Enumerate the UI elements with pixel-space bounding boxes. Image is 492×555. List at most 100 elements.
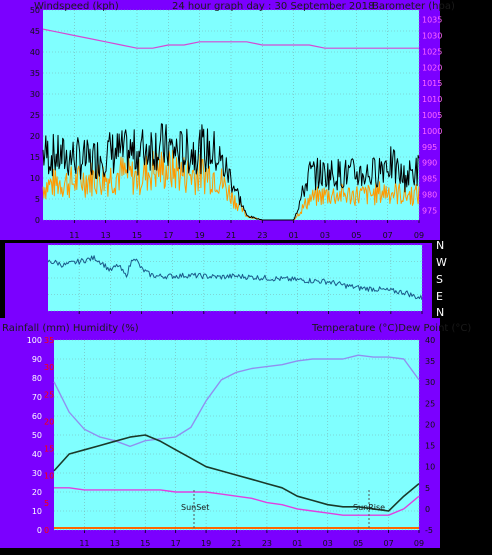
- temp-x-label: 09: [414, 539, 424, 548]
- humidity-y-label: 10: [32, 507, 42, 516]
- dewpoint-line: [54, 487, 420, 516]
- humidity-y-label: 90: [32, 355, 42, 364]
- barometer-y-label: 1015: [422, 79, 442, 88]
- temperature-y-label: 5: [425, 484, 430, 493]
- barometer-y-label: 1025: [422, 47, 442, 56]
- wind-x-label: 21: [226, 231, 236, 240]
- barometer-y-label: 980: [422, 191, 437, 200]
- wind-x-label: 17: [163, 231, 173, 240]
- series-layer: [42, 28, 423, 529]
- rainfall-y-label: 30: [44, 363, 54, 372]
- wind-y-label: 10: [30, 174, 40, 183]
- temp-x-label: 13: [110, 539, 120, 548]
- temperature-y-label: -5: [425, 526, 433, 535]
- humidity-y-label: 70: [32, 393, 42, 402]
- temp-x-label: 07: [383, 539, 393, 548]
- rainfall-y-label: 10: [44, 472, 54, 481]
- temperature-y-label: 30: [425, 378, 435, 387]
- temp-x-label: 01: [292, 539, 302, 548]
- rainfall-y-label: 20: [44, 417, 54, 426]
- barometer-line: [42, 28, 419, 49]
- direction-line: [47, 255, 423, 301]
- rainfall-y-label: 25: [44, 390, 54, 399]
- wind-x-label: 19: [195, 231, 205, 240]
- rainfall-y-label: 5: [44, 499, 49, 508]
- wind-x-label: 01: [289, 231, 299, 240]
- rainfall-y-label: 15: [44, 445, 54, 454]
- wind-y-label: 35: [30, 69, 40, 78]
- rain-humidity-axis-title: Rainfall (mm) Humidity (%): [2, 323, 139, 334]
- humidity-y-label: 100: [27, 336, 42, 345]
- wind-x-label: 09: [414, 231, 424, 240]
- wind-speed-trace: [42, 149, 420, 221]
- barometer-y-label: 1000: [422, 127, 442, 136]
- humidity-y-label: 20: [32, 488, 42, 497]
- temp-x-label: 15: [140, 539, 150, 548]
- rainfall-y-label: 35: [44, 336, 54, 345]
- temperature-y-label: 20: [425, 420, 435, 429]
- barometer-y-label: 1020: [422, 63, 442, 72]
- humidity-y-label: 0: [37, 526, 42, 535]
- tick-layer: 0510152025303540455097598098599099510001…: [27, 6, 443, 548]
- wind-y-label: 0: [35, 216, 40, 225]
- humidity-y-label: 50: [32, 431, 42, 440]
- humidity-y-label: 80: [32, 374, 42, 383]
- humidity-y-label: 30: [32, 469, 42, 478]
- temp-x-label: 03: [323, 539, 333, 548]
- direction-label-n-top: N: [436, 239, 444, 252]
- wind-x-label: 23: [257, 231, 267, 240]
- wind-x-label: 13: [101, 231, 111, 240]
- temp-x-label: 05: [353, 539, 363, 548]
- temp-x-label: 21: [231, 539, 241, 548]
- barometer-y-label: 1005: [422, 111, 442, 120]
- temperature-y-label: 15: [425, 442, 435, 451]
- barometer-y-label: 990: [422, 159, 437, 168]
- temperature-y-label: 25: [425, 399, 435, 408]
- direction-label-n-bottom: N: [436, 306, 444, 319]
- direction-label-s: S: [436, 273, 443, 286]
- barometer-axis-title: Barometer (hpa): [372, 1, 455, 12]
- wind-gust-trace: [42, 123, 420, 221]
- sunrise-label: SunRise: [353, 503, 385, 512]
- barometer-y-label: 975: [422, 206, 437, 215]
- wind-x-label: 03: [320, 231, 330, 240]
- wind-y-label: 20: [30, 132, 40, 141]
- temperature-y-label: 35: [425, 357, 435, 366]
- temp-x-label: 19: [201, 539, 211, 548]
- barometer-y-label: 995: [422, 143, 437, 152]
- wind-x-label: 05: [351, 231, 361, 240]
- wind-y-label: 45: [30, 27, 40, 36]
- wind-y-label: 50: [30, 6, 40, 15]
- barometer-y-label: 1035: [422, 16, 442, 25]
- wind-y-label: 30: [30, 90, 40, 99]
- wind-x-label: 11: [69, 231, 79, 240]
- temperature-y-label: 0: [425, 505, 430, 514]
- direction-label-e: E: [436, 290, 443, 303]
- temperature-y-label: 40: [425, 336, 435, 345]
- temp-x-label: 11: [79, 539, 89, 548]
- graph-title: 24 hour graph day : 30 September 2018: [172, 1, 374, 12]
- humidity-y-label: 60: [32, 412, 42, 421]
- wind-y-label: 5: [35, 195, 40, 204]
- wind-y-label: 40: [30, 48, 40, 57]
- wind-x-label: 07: [383, 231, 393, 240]
- barometer-y-label: 1030: [422, 31, 442, 40]
- top-frame-left: [0, 0, 20, 240]
- temperature-line: [53, 434, 420, 512]
- wind-y-label: 25: [30, 111, 40, 120]
- humidity-y-label: 40: [32, 450, 42, 459]
- temperature-y-label: 10: [425, 463, 435, 472]
- temperature-axis-title: Temperature (°C)Dew Point (°C): [311, 323, 471, 334]
- wind-x-label: 15: [132, 231, 142, 240]
- rainfall-y-label: 0: [44, 526, 49, 535]
- barometer-y-label: 985: [422, 175, 437, 184]
- wind-y-label: 15: [30, 153, 40, 162]
- windspeed-axis-title: Windspeed (kph): [34, 1, 119, 12]
- temp-x-label: 17: [171, 539, 181, 548]
- barometer-y-label: 1010: [422, 95, 442, 104]
- sunset-label: SunSet: [181, 503, 209, 512]
- direction-label-w: W: [436, 256, 447, 269]
- temp-x-label: 23: [262, 539, 272, 548]
